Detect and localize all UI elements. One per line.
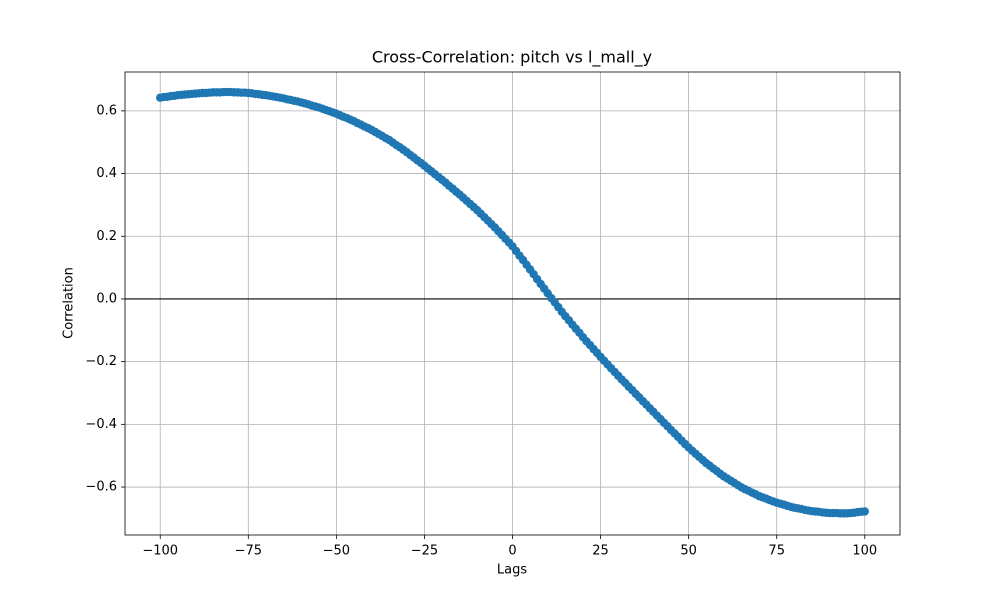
y-tick-label: −0.6 (85, 480, 117, 495)
chart-title: Cross-Correlation: pitch vs l_mall_y (372, 48, 652, 68)
y-tick-label: 0.4 (96, 166, 117, 181)
x-tick-label: 50 (680, 544, 697, 559)
y-tick-label: −0.2 (85, 354, 117, 369)
x-tick-label: −75 (235, 544, 262, 559)
y-tick-label: 0.2 (96, 229, 117, 244)
x-tick-label: 75 (768, 544, 785, 559)
plot-frame (124, 71, 901, 536)
data-point (860, 507, 869, 516)
x-tick-label: 0 (508, 544, 516, 559)
x-tick-label: −50 (323, 544, 350, 559)
x-tick-label: −25 (411, 544, 438, 559)
x-axis-label: Lags (497, 563, 527, 578)
x-tick-label: −100 (142, 544, 178, 559)
x-tick-label: 25 (592, 544, 609, 559)
y-tick-label: 0.6 (96, 103, 117, 118)
x-tick-label: 100 (852, 544, 877, 559)
y-tick-label: −0.4 (85, 417, 117, 432)
y-tick-label: 0.0 (96, 291, 117, 306)
y-axis-label: Correlation (62, 267, 77, 339)
